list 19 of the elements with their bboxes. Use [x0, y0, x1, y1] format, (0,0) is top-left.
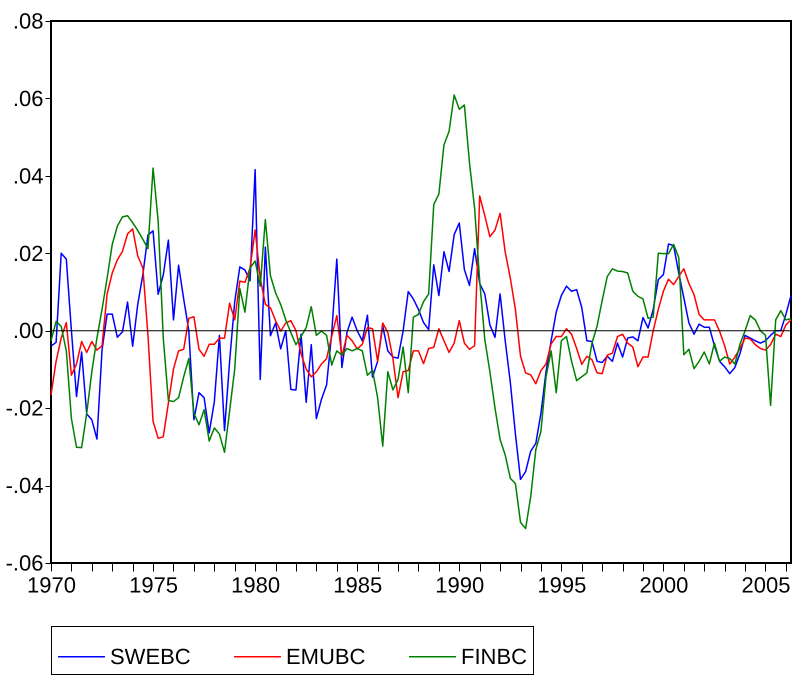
y-tick-label: -.04	[6, 473, 44, 498]
y-tick-label: -.02	[6, 396, 44, 421]
y-tick-label: .04	[12, 163, 44, 188]
legend-label: EMUBC	[286, 644, 366, 669]
y-tick-label: -.06	[6, 550, 44, 576]
x-tick-label: 2000	[639, 572, 688, 598]
y-tick-label: .08	[12, 8, 44, 34]
x-tick-label: 2005	[742, 572, 790, 598]
x-tick-label: 1985	[333, 572, 382, 598]
y-tick-label: .00	[12, 318, 44, 344]
y-tick-label: .02	[12, 240, 44, 266]
x-tick-label: 1980	[231, 572, 280, 598]
legend-label: SWEBC	[110, 644, 191, 669]
x-tick-label: 1995	[537, 572, 586, 598]
y-tick-label: .06	[12, 86, 44, 111]
x-tick-label: 1990	[435, 572, 484, 598]
x-tick-label: 1975	[129, 572, 178, 598]
legend-label: FINBC	[461, 644, 528, 669]
x-tick-label: 1970	[27, 572, 76, 598]
